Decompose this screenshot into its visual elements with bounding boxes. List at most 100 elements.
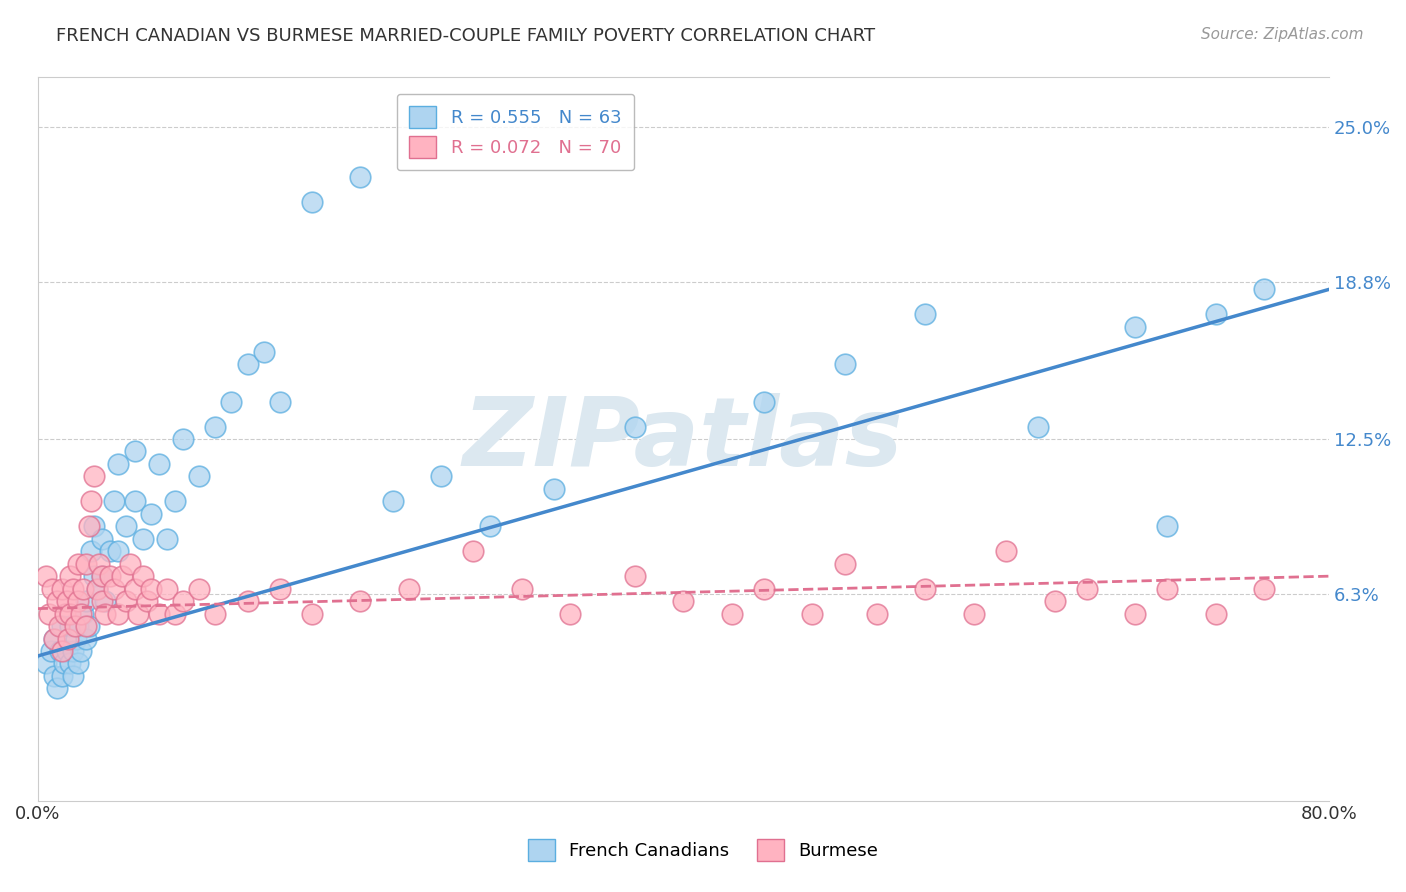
Point bbox=[67, 557, 90, 571]
Point bbox=[163, 607, 186, 621]
Point bbox=[543, 482, 565, 496]
Point bbox=[381, 494, 404, 508]
Point bbox=[70, 607, 93, 621]
Point bbox=[172, 432, 194, 446]
Point bbox=[172, 594, 194, 608]
Point bbox=[46, 681, 69, 696]
Point bbox=[801, 607, 824, 621]
Point bbox=[834, 357, 856, 371]
Point bbox=[124, 444, 146, 458]
Point bbox=[72, 582, 94, 596]
Point bbox=[1253, 582, 1275, 596]
Legend: R = 0.555   N = 63, R = 0.072   N = 70: R = 0.555 N = 63, R = 0.072 N = 70 bbox=[396, 94, 634, 170]
Point bbox=[1043, 594, 1066, 608]
Point bbox=[236, 357, 259, 371]
Point bbox=[204, 419, 226, 434]
Point bbox=[349, 594, 371, 608]
Point bbox=[1123, 319, 1146, 334]
Point bbox=[67, 594, 90, 608]
Point bbox=[75, 594, 97, 608]
Point bbox=[156, 532, 179, 546]
Point bbox=[75, 632, 97, 646]
Point bbox=[624, 569, 647, 583]
Point bbox=[59, 619, 82, 633]
Point bbox=[136, 594, 159, 608]
Point bbox=[59, 607, 82, 621]
Point bbox=[58, 632, 80, 646]
Point bbox=[86, 582, 108, 596]
Point bbox=[39, 644, 62, 658]
Point bbox=[236, 594, 259, 608]
Point bbox=[107, 457, 129, 471]
Point bbox=[269, 582, 291, 596]
Point bbox=[83, 519, 105, 533]
Point bbox=[51, 644, 73, 658]
Point bbox=[115, 519, 138, 533]
Point bbox=[398, 582, 420, 596]
Point bbox=[349, 170, 371, 185]
Point bbox=[866, 607, 889, 621]
Point bbox=[118, 557, 141, 571]
Point bbox=[80, 544, 103, 558]
Point bbox=[1205, 307, 1227, 321]
Point bbox=[62, 644, 84, 658]
Point bbox=[221, 394, 243, 409]
Point bbox=[52, 657, 75, 671]
Point bbox=[107, 607, 129, 621]
Point bbox=[91, 569, 114, 583]
Point bbox=[55, 644, 77, 658]
Point bbox=[98, 544, 121, 558]
Point bbox=[83, 469, 105, 483]
Point bbox=[79, 619, 101, 633]
Legend: French Canadians, Burmese: French Canadians, Burmese bbox=[515, 827, 891, 874]
Point bbox=[752, 582, 775, 596]
Point bbox=[49, 644, 72, 658]
Point bbox=[1123, 607, 1146, 621]
Point bbox=[834, 557, 856, 571]
Point bbox=[301, 607, 323, 621]
Point bbox=[98, 569, 121, 583]
Point bbox=[188, 582, 211, 596]
Point bbox=[124, 582, 146, 596]
Point bbox=[94, 594, 117, 608]
Point bbox=[301, 195, 323, 210]
Point bbox=[80, 494, 103, 508]
Point bbox=[624, 419, 647, 434]
Point bbox=[1253, 282, 1275, 296]
Point bbox=[253, 344, 276, 359]
Point bbox=[131, 569, 153, 583]
Point bbox=[103, 582, 125, 596]
Point bbox=[510, 582, 533, 596]
Point bbox=[269, 394, 291, 409]
Point bbox=[91, 532, 114, 546]
Point bbox=[42, 632, 65, 646]
Point bbox=[48, 619, 70, 633]
Point bbox=[91, 594, 114, 608]
Point bbox=[75, 619, 97, 633]
Point bbox=[62, 669, 84, 683]
Point bbox=[995, 544, 1018, 558]
Point bbox=[72, 607, 94, 621]
Point bbox=[55, 594, 77, 608]
Point bbox=[59, 569, 82, 583]
Point bbox=[62, 582, 84, 596]
Point bbox=[51, 669, 73, 683]
Point bbox=[42, 632, 65, 646]
Point bbox=[51, 582, 73, 596]
Point bbox=[86, 582, 108, 596]
Point bbox=[115, 594, 138, 608]
Point bbox=[188, 469, 211, 483]
Point bbox=[75, 557, 97, 571]
Point bbox=[38, 607, 60, 621]
Point bbox=[148, 457, 170, 471]
Point bbox=[67, 619, 90, 633]
Point bbox=[46, 594, 69, 608]
Point bbox=[156, 582, 179, 596]
Point bbox=[65, 632, 87, 646]
Point bbox=[110, 569, 132, 583]
Point bbox=[1076, 582, 1098, 596]
Point bbox=[720, 607, 742, 621]
Point bbox=[163, 494, 186, 508]
Point bbox=[914, 582, 936, 596]
Point bbox=[79, 519, 101, 533]
